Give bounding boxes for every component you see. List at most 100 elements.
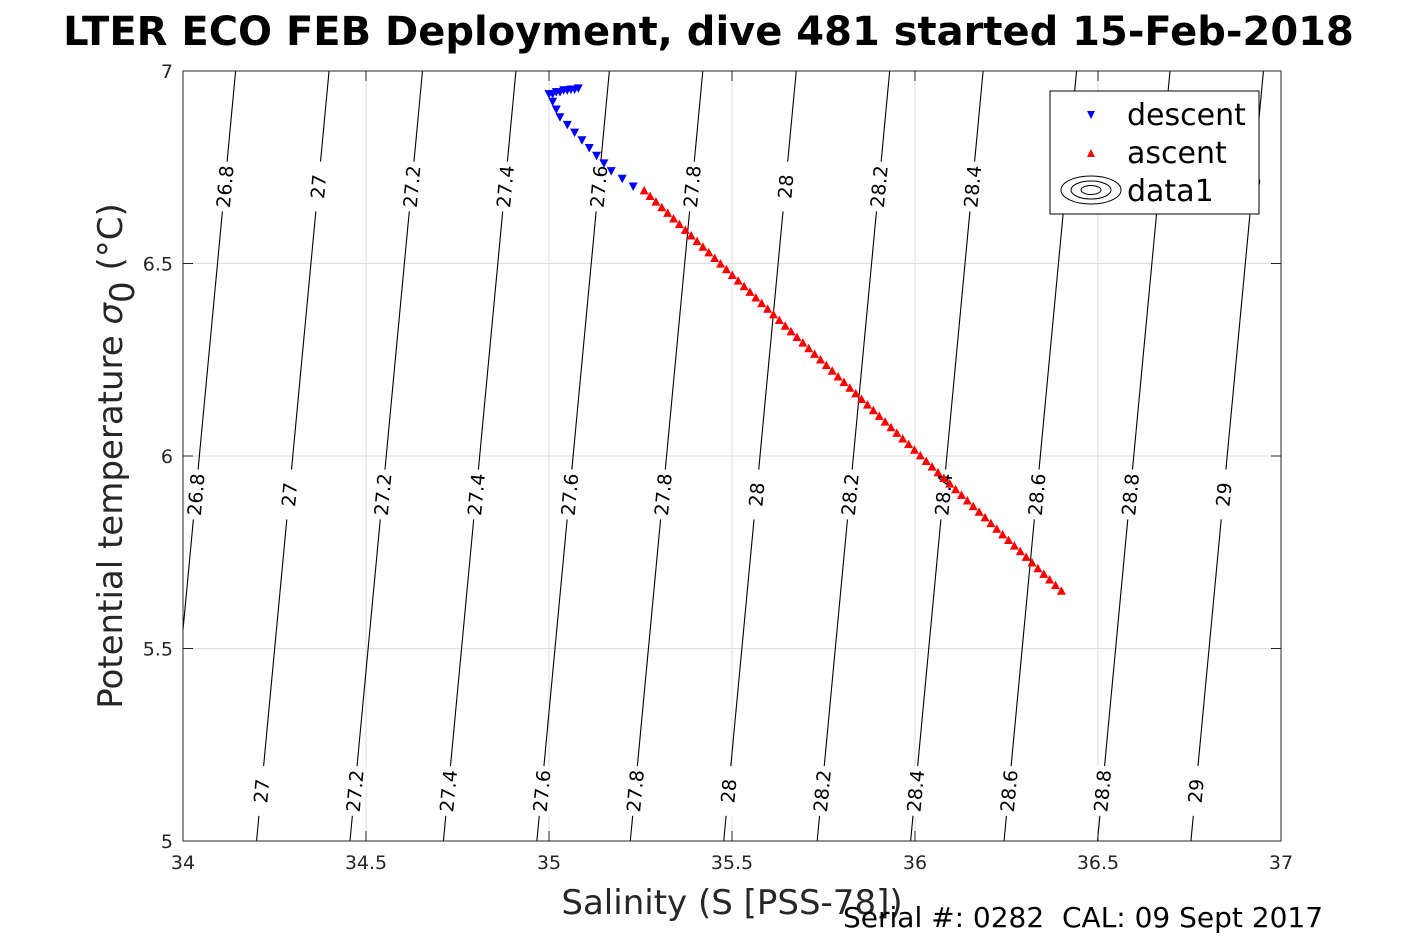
contour-label: 27.8 (678, 160, 706, 213)
descent-marker (555, 113, 565, 122)
ascent-marker (798, 338, 808, 347)
contour-label: 27 (304, 160, 332, 213)
ascent-marker (839, 377, 849, 387)
ascent-marker (1009, 541, 1019, 550)
contour-label: 28.6 (995, 765, 1023, 817)
contour-label-text: 27.6 (558, 472, 584, 516)
y-tick-label: 7 (161, 61, 173, 83)
y-tick-label: 6 (161, 446, 173, 468)
ascent-marker (745, 287, 755, 296)
legend-descent-label: descent (1127, 98, 1246, 133)
ascent-marker (663, 208, 673, 217)
contour-label-text: 27.6 (530, 769, 556, 813)
x-axis-label: Salinity (S [PSS-78]) (561, 883, 902, 923)
y-axis-ticks: 5 5.5 6 6.5 7 (143, 61, 1281, 853)
ascent-marker (980, 512, 990, 522)
contour-label: 26.8 (183, 468, 210, 521)
ascent-marker (974, 507, 984, 516)
ascent-marker (651, 197, 661, 206)
contour-label-text: 27 (250, 778, 274, 804)
contour-label: 28.4 (902, 765, 929, 817)
contour-label: 27.2 (341, 765, 369, 817)
contour-label-text: 28.2 (810, 769, 836, 813)
contour-label: 27.2 (398, 160, 426, 213)
ascent-marker (845, 383, 855, 392)
descent-marker (573, 84, 583, 93)
y-axis-label-unit: (°C) (91, 203, 131, 281)
ascent-marker (680, 225, 690, 234)
chart-title: LTER ECO FEB Deployment, dive 481 starte… (63, 9, 1354, 55)
contour-label-text: 27.8 (680, 164, 706, 208)
contour-label: 27.6 (585, 160, 613, 213)
contour-label: 26.8 (211, 160, 239, 213)
y-tick-label: 5.5 (143, 639, 173, 661)
contour-label-text: 28.8 (1090, 769, 1116, 813)
contour-label: 28.6 (1023, 468, 1051, 521)
ascent-marker (945, 479, 955, 488)
ascent-marker (674, 219, 684, 229)
x-tick-label: 35 (537, 852, 561, 874)
legend-entry-data1: data1 (1060, 174, 1214, 209)
legend-ascent-label: ascent (1127, 136, 1227, 171)
contour-label-text: 28.4 (960, 164, 986, 208)
legend-descent-marker (1087, 111, 1095, 119)
x-tick-label: 37 (1269, 852, 1293, 874)
contour-label-text: 27 (278, 482, 302, 508)
legend-data1-label: data1 (1127, 174, 1214, 209)
contour-label-text: 29 (1185, 778, 1209, 804)
contour-label-text: 27.2 (371, 472, 397, 516)
contour-line (1284, 71, 1357, 841)
contour-label-text: 27.4 (464, 472, 490, 516)
contour-label-text: 29 (1212, 482, 1236, 508)
contour-label-text: 28.6 (997, 769, 1023, 813)
descent-marker (551, 105, 561, 114)
contour-label: 28 (743, 468, 770, 521)
contour-label: 27.8 (649, 468, 677, 521)
x-tick-label: 34.5 (345, 852, 387, 874)
ascent-marker (774, 315, 784, 325)
ascent-marker (851, 388, 861, 398)
ascent-marker (780, 321, 790, 330)
ascent-marker (998, 529, 1008, 539)
x-tick-label: 36.5 (1077, 852, 1119, 874)
contour-label-text: 27.2 (400, 164, 426, 208)
contour-label: 29 (1182, 765, 1209, 817)
ascent-marker (716, 259, 726, 268)
contour-label: 27.4 (462, 468, 490, 521)
ascent-marker (669, 214, 679, 223)
descent-marker (577, 136, 587, 145)
x-axis-ticks: 34 34.5 35 35.5 36 36.5 37 (171, 71, 1293, 874)
contour-label-text: 28.4 (903, 769, 929, 813)
contour-label-text: 28.8 (1118, 472, 1144, 516)
ascent-marker (992, 524, 1002, 533)
contour-label-text: 27.6 (587, 164, 613, 208)
contour-label: 27.6 (556, 468, 584, 521)
series-ascent (639, 185, 1066, 595)
contour-label-text: 28 (717, 778, 741, 804)
serial-calibration-note: Serial #: 0282 CAL: 09 Sept 2017 (843, 901, 1324, 934)
ascent-marker (721, 264, 731, 274)
ascent-marker (892, 428, 902, 437)
ascent-marker (904, 439, 914, 449)
contour-label-text: 28.2 (867, 164, 893, 208)
legend: descent ascent data1 (1049, 90, 1260, 215)
ascent-marker (956, 490, 966, 499)
descent-marker (584, 144, 594, 153)
contour-label: 28.4 (958, 160, 986, 213)
data-series (544, 84, 1066, 595)
ascent-marker (815, 355, 825, 364)
contour-label: 27.8 (621, 765, 649, 817)
ascent-marker (821, 360, 831, 370)
ascent-marker (833, 371, 843, 381)
ascent-marker (1027, 558, 1037, 567)
contour-label: 29 (1210, 468, 1237, 521)
ascent-marker (768, 309, 778, 319)
legend-contour-icon (1060, 175, 1122, 205)
contour-label-text: 27.4 (493, 164, 519, 208)
ascent-marker (968, 501, 978, 511)
ascent-marker (1004, 535, 1014, 544)
contour-label-text: 27.8 (651, 472, 677, 516)
contour-label: 28 (715, 765, 742, 817)
ascent-marker (810, 349, 820, 358)
ascent-marker (763, 304, 773, 313)
